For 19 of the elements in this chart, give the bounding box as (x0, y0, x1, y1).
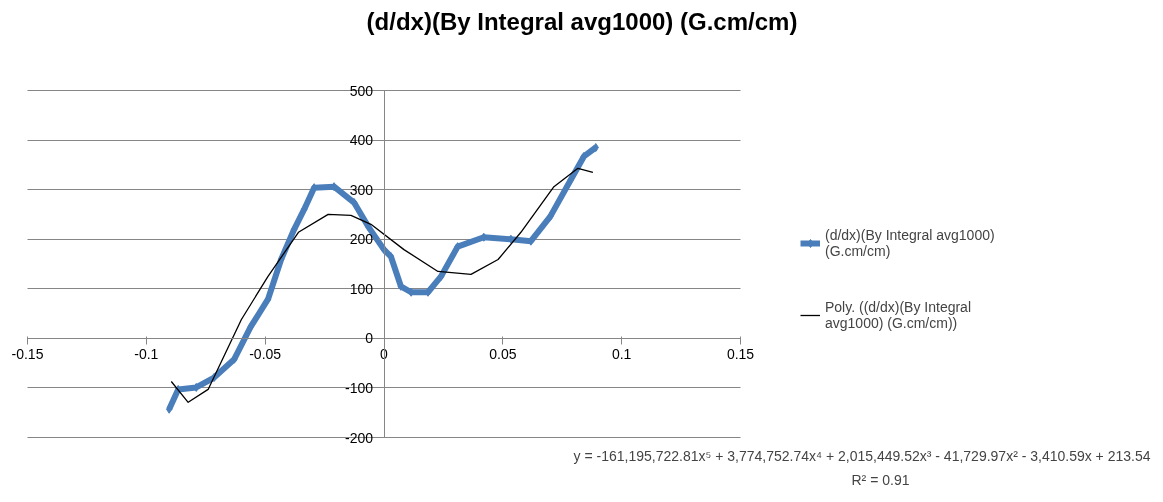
y-tick-label: 300 (349, 181, 374, 198)
legend-label: (d/dx)(By Integral avg1000) (G.cm/cm) (825, 227, 995, 259)
x-tick-label: 0.15 (726, 346, 755, 363)
x-tick-label: -0.1 (134, 346, 159, 363)
y-tick-label: 0 (365, 330, 374, 347)
y-tick-label: 200 (349, 231, 374, 248)
x-tick-label: -0.05 (249, 346, 282, 363)
text: R² = 0.91 (851, 471, 910, 488)
y-tick-label: -100 (344, 379, 374, 396)
x-tick-label: 0.05 (489, 346, 517, 363)
x-tick-label: 0.1 (611, 346, 632, 363)
y-tick-label: -200 (344, 429, 374, 446)
y-tick-label: 100 (349, 280, 374, 297)
y-tick-label: 500 (349, 82, 374, 99)
legend-label: Poly. ((d/dx)(By Integral avg1000) (G.cm/cm)) (825, 299, 972, 331)
text: y = -161,195,722.81x⁵ + 3,774,752.74x⁴ + 2,015,449.52x³ - 41,729.97x² - 3,410.59x + 213.54 (573, 447, 1151, 464)
x-tick-label: -0.15 (11, 346, 44, 363)
chart-title: (d/dx)(By Integral avg1000) (G.cm/cm) (366, 7, 798, 35)
y-tick-label: 400 (349, 132, 374, 149)
